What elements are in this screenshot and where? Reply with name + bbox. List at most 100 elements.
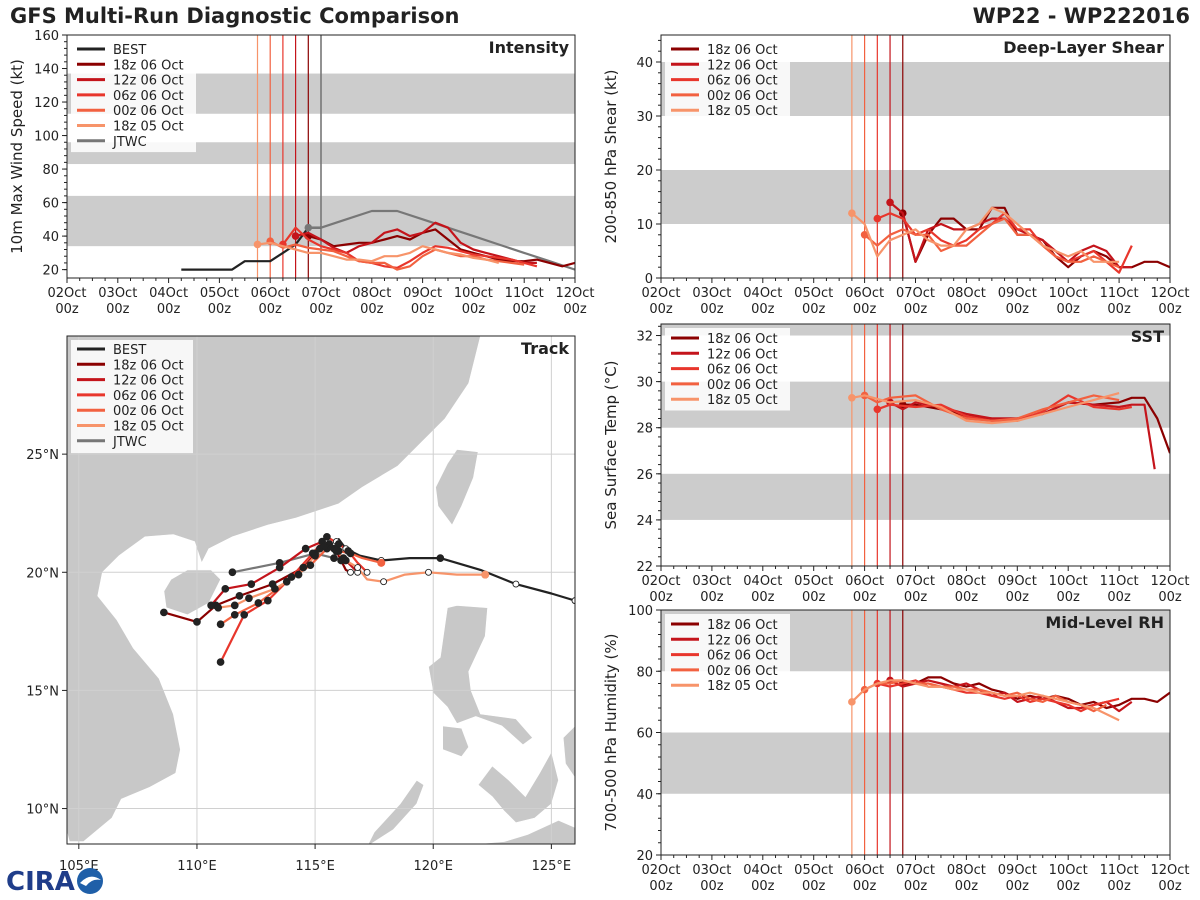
shear-panel: 02Oct00z03Oct00z04Oct00z05Oct00z06Oct00z… <box>602 34 1190 317</box>
x-tick-label: 03Oct <box>692 286 731 301</box>
track-panel: 105°E 110°E 115°E 120°E 125°E10°N15°N20°N25°… <box>26 335 576 874</box>
track-position-marker <box>294 570 303 579</box>
track-position-marker <box>330 554 338 562</box>
track-position-marker <box>306 561 315 570</box>
x-tick-label: 03Oct <box>692 863 731 878</box>
y-tick-label: 100 <box>628 604 653 619</box>
y-tick-label: 20 <box>42 264 59 279</box>
series-line-00z-06-oct <box>863 217 1120 269</box>
x-tick-label: 00z <box>649 879 673 894</box>
x-tick-label: 00z <box>259 302 283 317</box>
lon-tick-label: 125°E <box>532 859 572 874</box>
x-tick-label: 00z <box>700 302 724 317</box>
x-tick-label: 07Oct <box>301 286 340 301</box>
x-tick-label: 11Oct <box>1100 286 1139 301</box>
x-tick-label: 03Oct <box>98 286 137 301</box>
series-line-06z-06-oct <box>282 226 538 269</box>
y-tick-label: 26 <box>636 468 653 483</box>
x-tick-label: 00z <box>563 302 587 317</box>
track-position-marker <box>346 549 355 558</box>
x-tick-label: 00z <box>1158 879 1182 894</box>
track-position-marker <box>245 594 253 603</box>
y-tick-label: 80 <box>636 665 653 680</box>
y-tick-label: 40 <box>636 56 653 71</box>
series-start-marker <box>860 231 869 239</box>
legend-entry: 12z 06 Oct <box>113 374 184 389</box>
track-position-marker <box>263 596 272 605</box>
land-sulawesi-bits <box>562 725 575 779</box>
x-tick-label: 12Oct <box>1150 574 1189 589</box>
x-tick-label: 00z <box>1158 590 1182 605</box>
track-position-marker <box>347 568 354 576</box>
track-position-marker <box>299 563 308 572</box>
x-tick-label: 08Oct <box>947 574 986 589</box>
series-start-marker <box>848 209 856 217</box>
lat-tick-label: 10°N <box>26 803 59 818</box>
x-tick-label: 11Oct <box>1100 574 1139 589</box>
x-tick-label: 00z <box>904 590 928 605</box>
track-position-marker <box>354 564 362 572</box>
x-tick-label: 08Oct <box>947 286 986 301</box>
x-tick-label: 05Oct <box>794 574 833 589</box>
y-tick-label: 100 <box>34 130 59 145</box>
legend-entry: 06z 06 Oct <box>707 649 778 664</box>
y-tick-label: 32 <box>636 330 653 345</box>
track-position-marker <box>571 597 575 605</box>
x-tick-label: 02Oct <box>641 863 680 878</box>
track-position-marker <box>311 551 319 560</box>
x-tick-label: 05Oct <box>794 286 833 301</box>
x-tick-label: 12Oct <box>1150 286 1189 301</box>
y-tick-label: 0 <box>645 272 653 287</box>
x-tick-label: 09Oct <box>403 286 442 301</box>
x-tick-label: 02Oct <box>641 574 680 589</box>
land-hainan <box>163 569 221 616</box>
x-tick-label: 11Oct <box>1100 863 1139 878</box>
y-axis-label: Sea Surface Temp (°C) <box>602 360 620 529</box>
x-tick-label: 00z <box>1107 302 1131 317</box>
lat-tick-label: 20°N <box>26 566 59 581</box>
x-tick-label: 00z <box>1107 879 1131 894</box>
legend-entry: 12z 06 Oct <box>707 633 778 648</box>
x-tick-label: 00z <box>411 302 435 317</box>
x-tick-label: 04Oct <box>743 574 782 589</box>
x-tick-label: 00z <box>1006 879 1030 894</box>
legend-entry: JTWC <box>112 135 147 150</box>
lon-tick-label: 115°E <box>295 859 335 874</box>
x-tick-label: 00z <box>1006 590 1030 605</box>
sst-panel: 02Oct00z03Oct00z04Oct00z05Oct00z06Oct00z… <box>602 323 1190 605</box>
track-position-marker <box>282 577 291 586</box>
legend-entry: 18z 06 Oct <box>113 358 184 373</box>
series-start-marker <box>873 214 882 223</box>
legend-entry: 00z 06 Oct <box>707 664 778 679</box>
track-position-marker <box>216 620 225 629</box>
x-tick-label: 00z <box>649 590 673 605</box>
shaded-band <box>661 324 1170 336</box>
legend-entry: 12z 06 Oct <box>707 58 778 73</box>
rh-panel: 02Oct00z03Oct00z04Oct00z05Oct00z06Oct00z… <box>602 604 1190 894</box>
x-tick-label: 05Oct <box>200 286 239 301</box>
x-tick-label: 00z <box>1057 879 1081 894</box>
land-visayas <box>477 751 559 824</box>
track-position-marker <box>436 554 445 562</box>
x-tick-label: 12Oct <box>1150 863 1189 878</box>
x-tick-label: 06Oct <box>845 863 884 878</box>
lat-tick-label: 15°N <box>26 684 59 699</box>
lat-tick-label: 25°N <box>26 448 59 463</box>
shaded-band <box>661 170 1170 224</box>
x-tick-label: 00z <box>649 302 673 317</box>
track-position-marker <box>334 540 343 548</box>
series-line-18z-05-oct <box>851 206 1120 263</box>
legend-entry: JTWC <box>112 435 147 450</box>
legend-entry: 06z 06 Oct <box>113 89 184 104</box>
cira-logo: CIRA <box>6 867 103 896</box>
y-tick-label: 28 <box>636 422 653 437</box>
x-tick-label: 00z <box>955 590 979 605</box>
track-position-marker <box>275 563 284 572</box>
cira-logo-text: CIRA <box>6 867 75 896</box>
tracks-layer <box>160 532 575 666</box>
track-position-marker <box>230 601 239 610</box>
x-tick-label: 10Oct <box>454 286 493 301</box>
x-tick-label: 00z <box>802 879 826 894</box>
land-mindoro <box>442 725 470 757</box>
y-tick-label: 80 <box>42 163 59 178</box>
